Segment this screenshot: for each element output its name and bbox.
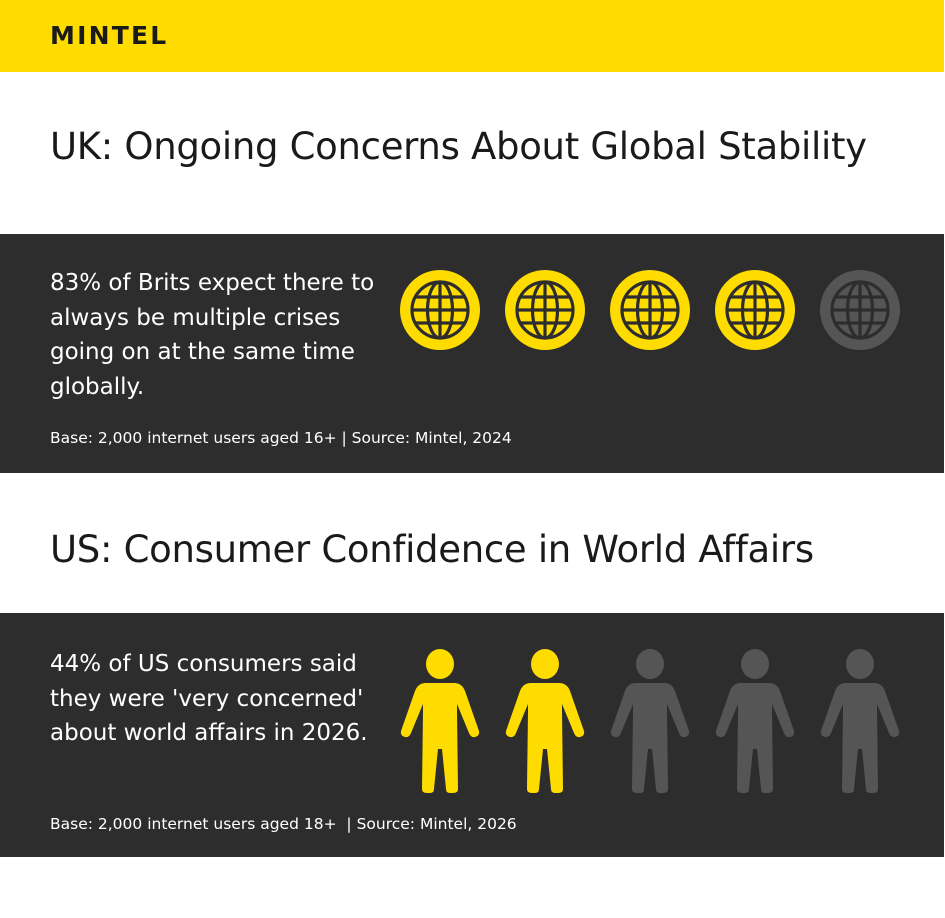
header-bar: MINTEL — [0, 0, 944, 72]
person-icon — [820, 649, 900, 793]
base-source-uk: Base: 2,000 internet users aged 16+ | So… — [50, 429, 512, 447]
person-icon — [400, 649, 480, 793]
stat-panel-uk: 83% of Brits expect there to always be m… — [0, 234, 944, 473]
globe-icon-row — [400, 270, 900, 350]
person-icon — [610, 649, 690, 793]
section-title-us: US: Consumer Confidence in World Affairs — [50, 528, 814, 571]
globe-icon — [505, 270, 585, 350]
mintel-logo: MINTEL — [50, 21, 169, 50]
stat-text-us: 44% of US consumers said they were 'very… — [50, 651, 368, 746]
globe-icon — [610, 270, 690, 350]
globe-icon — [400, 270, 480, 350]
person-icon — [505, 649, 585, 793]
globe-icon — [715, 270, 795, 350]
stat-text-uk: 83% of Brits expect there to always be m… — [50, 270, 375, 400]
base-source-us: Base: 2,000 internet users aged 18+ | So… — [50, 815, 517, 833]
person-icon-row — [400, 649, 900, 793]
section-title-uk: UK: Ongoing Concerns About Global Stabil… — [50, 125, 867, 168]
stat-panel-us: 44% of US consumers said they were 'very… — [0, 613, 944, 857]
globe-icon — [820, 270, 900, 350]
person-icon — [715, 649, 795, 793]
